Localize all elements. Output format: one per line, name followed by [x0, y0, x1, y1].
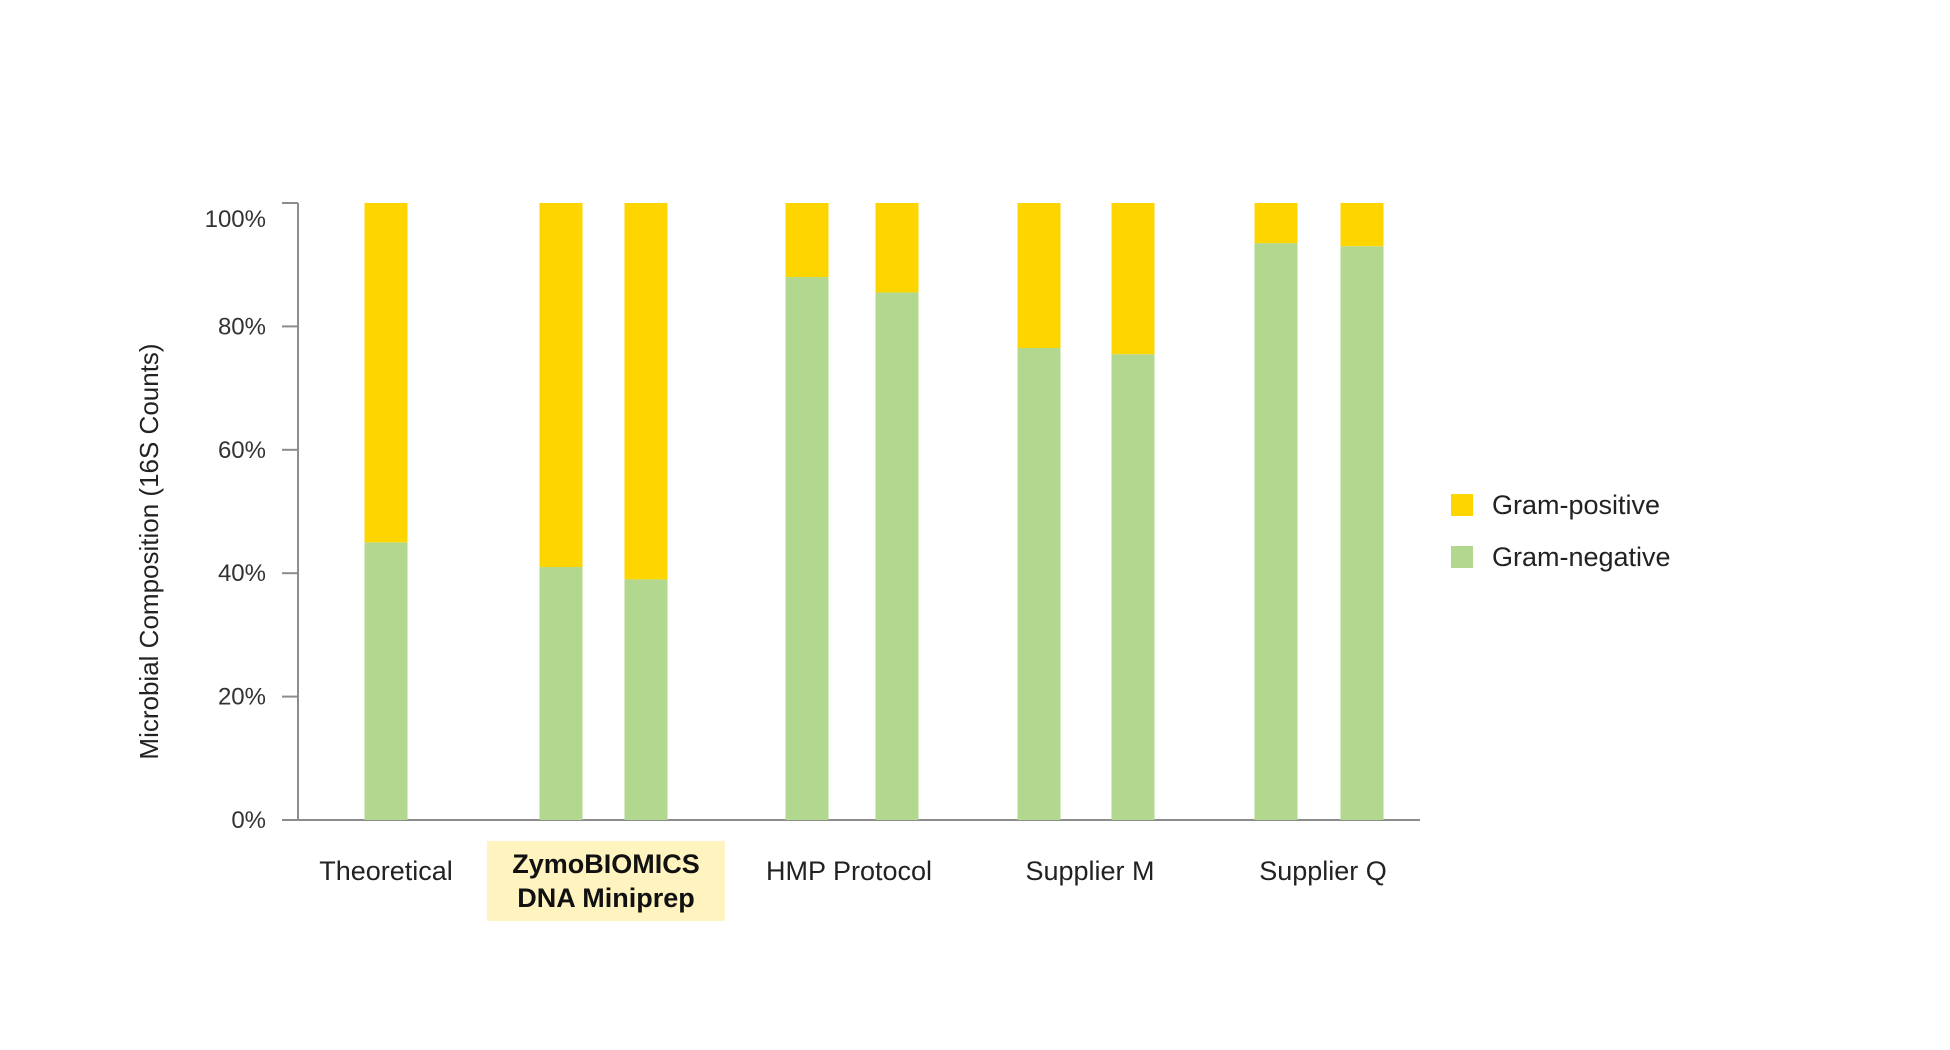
bar-segment-gram-negative	[1017, 347, 1061, 820]
bar-segment-gram-positive	[1111, 203, 1155, 355]
bar-segment-gram-negative	[539, 567, 583, 820]
bar-segment-gram-negative	[1340, 246, 1384, 820]
bar-segment-gram-positive	[624, 203, 668, 580]
legend: Gram-positive Gram-negative	[1451, 490, 1671, 572]
bar-segment-gram-negative	[1111, 354, 1155, 820]
x-category-label: ZymoBIOMICS DNA Miniprep	[487, 841, 725, 921]
legend-swatch	[1451, 546, 1473, 568]
y-tick-label: 0%	[231, 807, 266, 834]
bar-segment-gram-negative	[364, 542, 408, 820]
bar-segment-gram-positive	[1340, 203, 1384, 247]
x-category-label: Supplier Q	[1259, 856, 1387, 886]
legend-swatch	[1451, 494, 1473, 516]
x-category-label: Supplier M	[1025, 856, 1155, 886]
y-tick-label: 40%	[218, 560, 266, 587]
bar-segment-gram-negative	[1254, 243, 1298, 821]
bar-segment-gram-positive	[785, 203, 829, 278]
bar-segment-gram-negative	[624, 579, 668, 820]
bar-segment-gram-positive	[539, 203, 583, 568]
x-category-label: Theoretical	[319, 856, 453, 886]
bar-segment-gram-positive	[875, 203, 919, 293]
y-tick-label: 20%	[218, 684, 266, 711]
bar-segment-gram-positive	[1017, 203, 1061, 348]
legend-label: Gram-positive	[1492, 490, 1660, 520]
bars	[364, 203, 1384, 821]
y-tick-label: 60%	[218, 437, 266, 464]
bar-segment-gram-negative	[785, 277, 829, 820]
bar-segment-gram-positive	[1254, 203, 1298, 244]
bar-segment-gram-positive	[364, 203, 408, 543]
legend-label: Gram-negative	[1492, 542, 1671, 572]
bar-segment-gram-negative	[875, 292, 919, 821]
y-axis-title: Microbial Composition (16S Counts)	[134, 343, 164, 759]
y-tick-label: 100%	[205, 206, 266, 233]
x-category-label: HMP Protocol	[765, 856, 933, 886]
y-tick-label: 80%	[218, 313, 266, 340]
axes: 0% 20% 40% 60% 80% 100% Microbial Composition …	[134, 202, 1420, 834]
